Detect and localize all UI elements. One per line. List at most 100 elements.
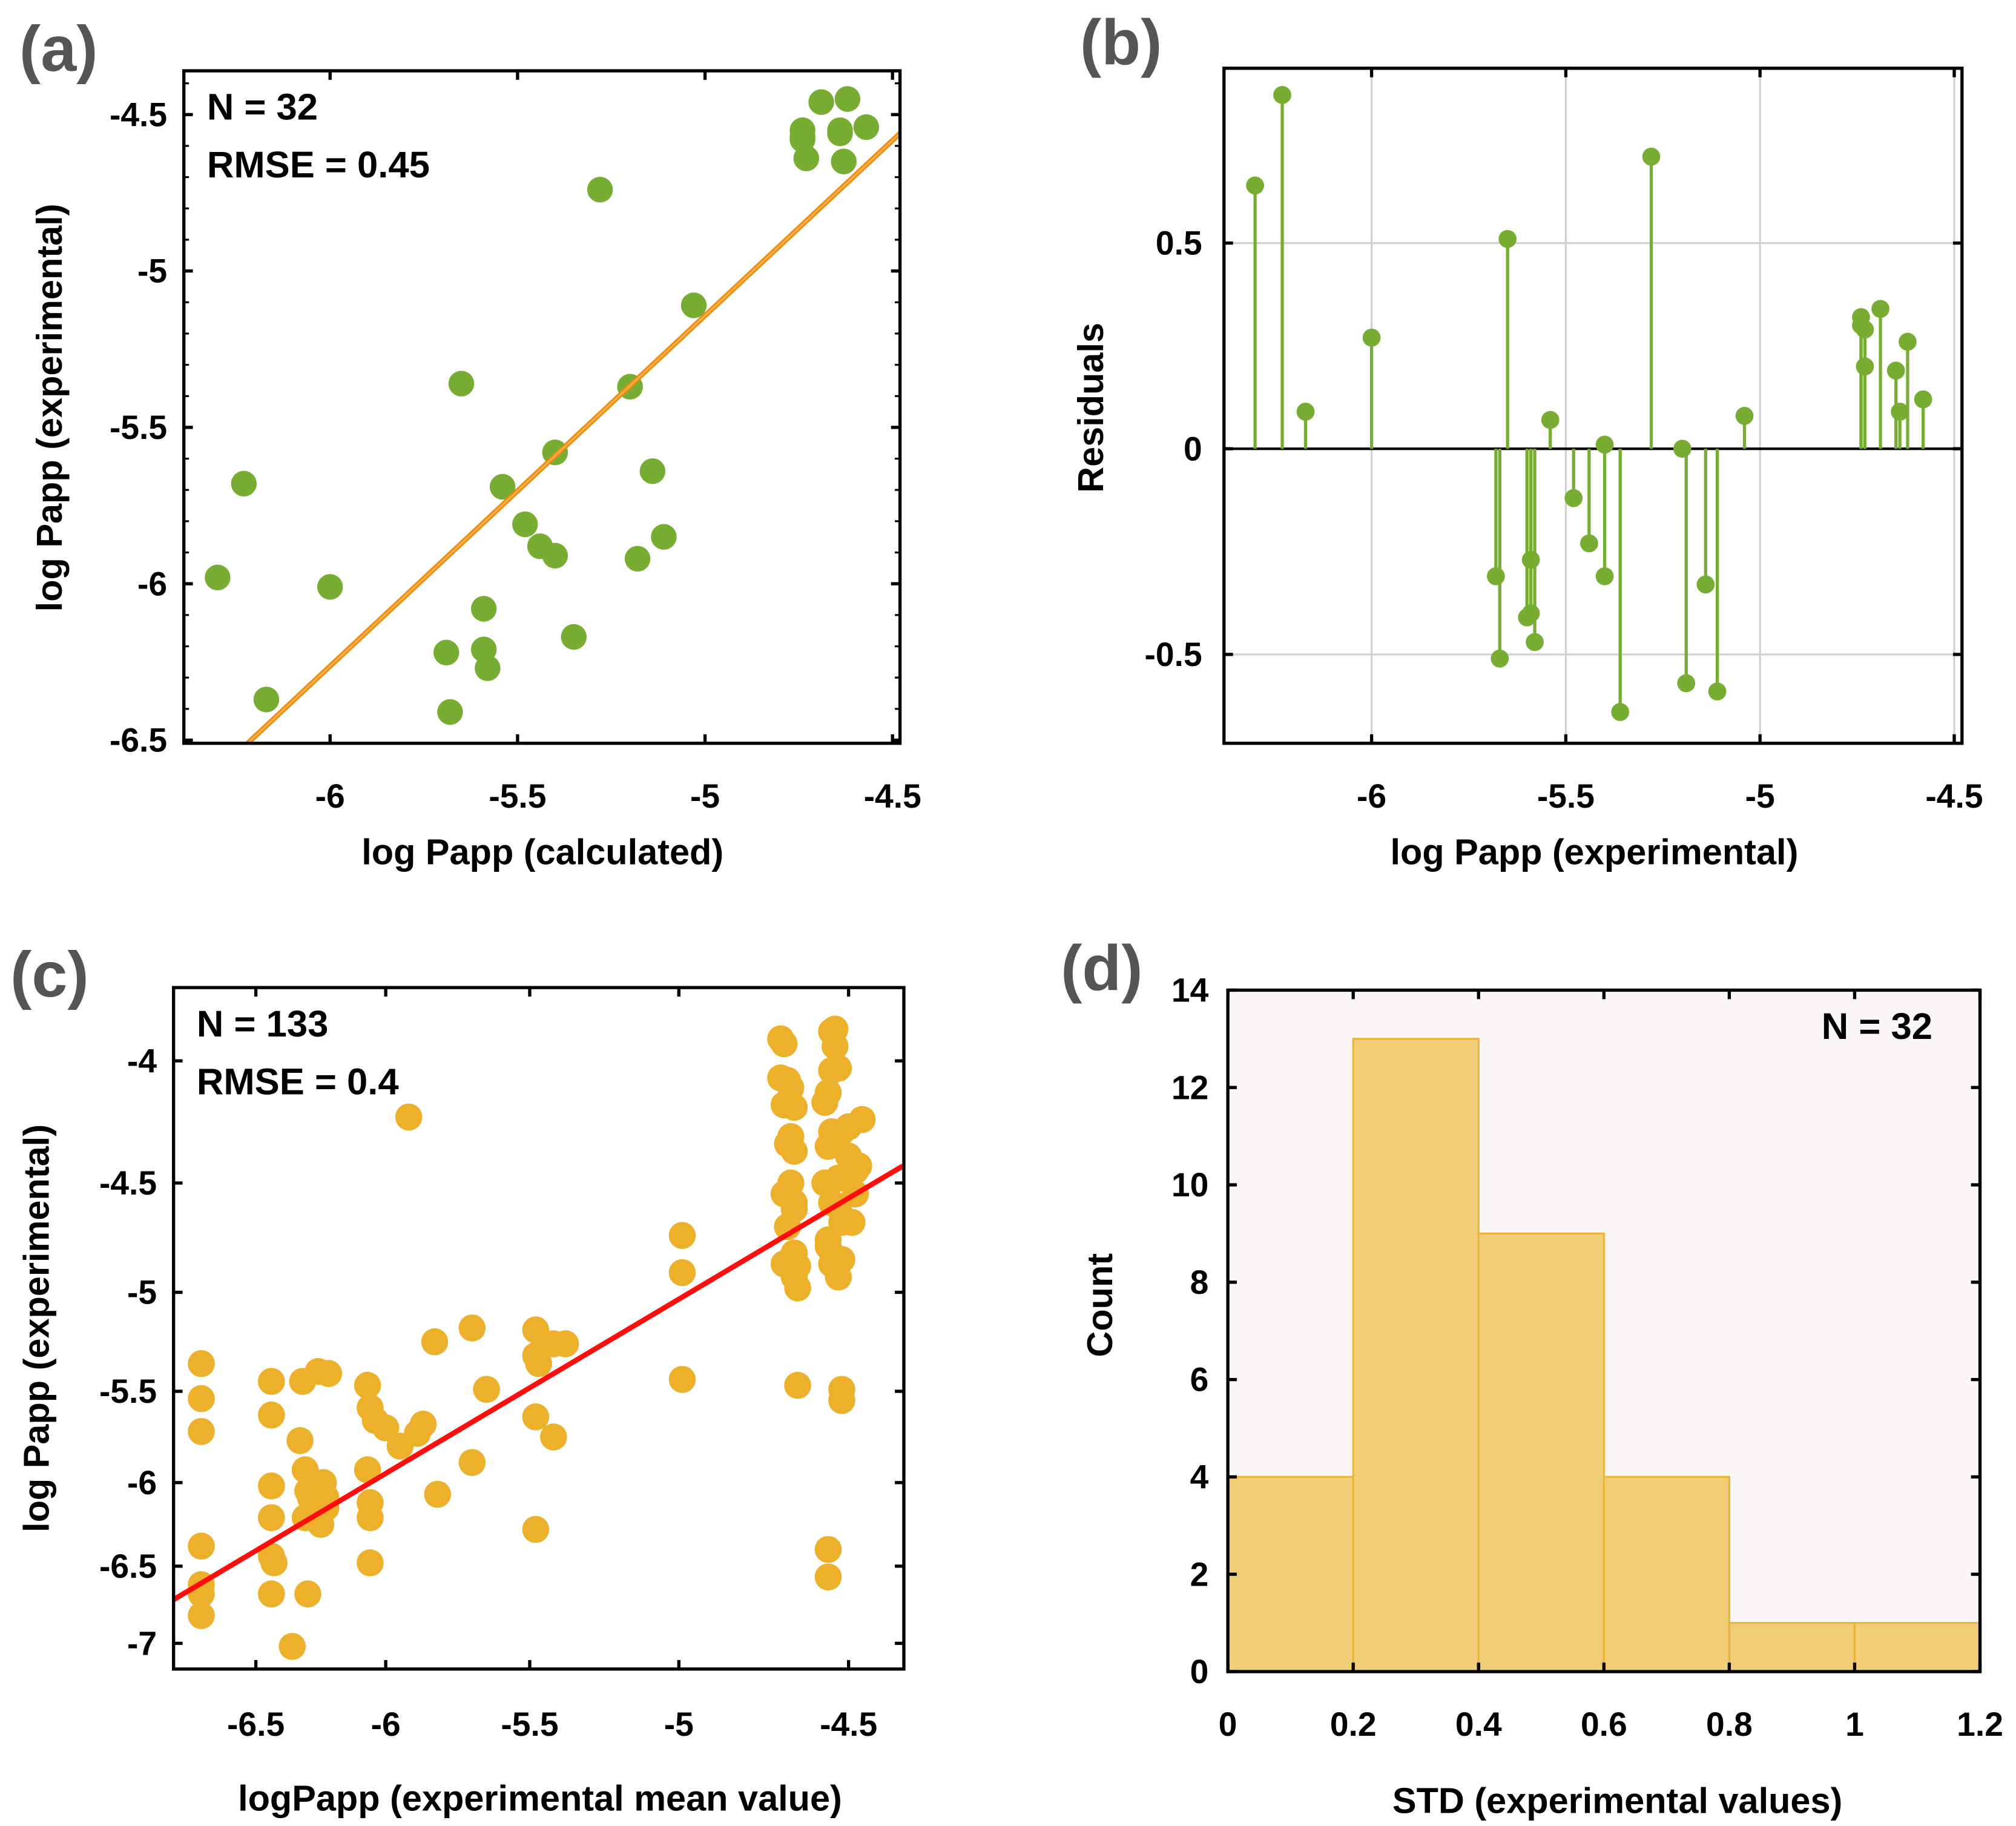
scatter-point: [188, 1350, 215, 1377]
scatter-point: [680, 292, 707, 318]
scatter-point: [409, 1411, 437, 1438]
x-tick-label: 0: [1219, 1706, 1237, 1743]
scatter-point: [789, 124, 815, 150]
scatter-point: [294, 1580, 321, 1608]
stem-marker: [1708, 682, 1727, 700]
scatter-point: [433, 639, 460, 666]
scatter-point: [552, 1330, 579, 1357]
y-tick-label: 6: [1190, 1361, 1209, 1399]
histogram-bar: [1853, 1622, 1980, 1672]
scatter-point: [421, 1328, 449, 1356]
scatter-point: [587, 177, 613, 203]
annotation-rmse: RMSE = 0.4: [197, 1061, 399, 1103]
scatter-point: [814, 1133, 842, 1160]
y-axis-label: log Papp (experimental): [16, 1124, 57, 1532]
y-tick-label: -5.5: [110, 409, 167, 446]
y-tick-label: -6: [127, 1464, 157, 1501]
stem-marker: [1595, 567, 1614, 585]
stem-marker: [1871, 300, 1889, 318]
histogram-bar: [1728, 1622, 1856, 1672]
scatter-point: [639, 458, 666, 484]
scatter-point: [831, 148, 857, 175]
stem-marker: [1521, 604, 1540, 622]
x-tick-label: -4.5: [1925, 777, 1983, 815]
y-tick-label: -4: [127, 1042, 157, 1079]
stem-marker: [1491, 649, 1509, 668]
y-tick-label: 8: [1190, 1264, 1209, 1301]
scatter-point: [793, 145, 820, 171]
x-tick-label: -5.5: [489, 777, 546, 815]
scatter-point: [784, 1371, 811, 1399]
x-axis-label: logPapp (experimental mean value): [238, 1778, 842, 1818]
y-axis-label: log Papp (experimental): [29, 203, 70, 611]
stem-marker: [1891, 403, 1909, 421]
stem-marker: [1673, 440, 1692, 458]
stem-marker: [1696, 575, 1715, 594]
stem-marker: [1362, 328, 1381, 347]
y-tick-label: -6.5: [99, 1547, 157, 1585]
scatter-point: [825, 1164, 852, 1192]
scatter-point: [835, 1113, 862, 1141]
scatter-point: [770, 1030, 798, 1058]
stem-marker: [1886, 361, 1905, 380]
scatter-point: [814, 1535, 842, 1563]
panel-label: (c): [10, 938, 89, 1010]
stem-marker: [1642, 147, 1661, 166]
y-tick-label: -6: [137, 565, 167, 602]
scatter-point: [814, 1563, 842, 1590]
scatter-point: [780, 1093, 808, 1121]
scatter-point: [395, 1103, 423, 1131]
y-tick-label: -4.5: [110, 96, 167, 133]
scatter-point: [828, 1386, 855, 1414]
x-axis-label: log Papp (experimental): [1390, 831, 1798, 872]
scatter-point: [317, 574, 343, 600]
annotation-n: N = 133: [197, 1003, 328, 1045]
scatter-point: [354, 1456, 381, 1483]
panel-label: (b): [1080, 6, 1162, 78]
scatter-point: [188, 1385, 215, 1412]
scatter-point: [825, 1263, 852, 1291]
x-tick-label: -5: [690, 777, 720, 815]
scatter-point: [834, 86, 861, 112]
scatter-point: [372, 1414, 400, 1442]
scatter-point: [668, 1222, 696, 1249]
axes-frame: [1222, 67, 1964, 745]
x-tick-label: -4.5: [864, 777, 921, 815]
scatter-point: [354, 1371, 381, 1399]
stem-marker: [1541, 410, 1560, 429]
scatter-point: [357, 1549, 384, 1577]
scatter-point: [448, 371, 475, 397]
histogram-bar: [1228, 1475, 1354, 1672]
y-tick-label: -6.5: [110, 722, 167, 759]
scatter-point: [522, 1515, 550, 1543]
stem-marker: [1273, 86, 1291, 104]
y-tick-label: -0.5: [1145, 636, 1202, 673]
scatter-point: [258, 1368, 285, 1395]
stem-marker: [1246, 176, 1264, 195]
axes-frame: [172, 986, 906, 1671]
scatter-point: [561, 624, 587, 650]
y-tick-label: -4.5: [99, 1164, 157, 1202]
scatter-point: [315, 1360, 343, 1387]
stem-marker: [1914, 390, 1932, 409]
scatter-point: [205, 564, 231, 591]
scatter-point: [845, 1152, 872, 1180]
y-tick-label: -5: [137, 252, 167, 290]
stem-marker: [1595, 435, 1614, 454]
x-tick-label: -5.5: [501, 1706, 558, 1743]
scatter-point: [853, 114, 880, 140]
plot-area: [173, 1015, 904, 1660]
x-tick-label: 1: [1845, 1706, 1864, 1743]
scatter-point: [260, 1549, 288, 1577]
stem-marker: [1735, 406, 1754, 425]
histogram-bar: [1477, 1232, 1605, 1672]
x-tick-label: 0.4: [1455, 1706, 1502, 1743]
scatter-point: [188, 1532, 215, 1560]
y-tick-label: -5.5: [99, 1373, 157, 1410]
scatter-point: [253, 687, 280, 713]
plot-area: [1228, 1038, 1980, 1672]
scatter-point: [811, 1089, 838, 1116]
scatter-point: [473, 1376, 500, 1403]
axes-frame: [182, 69, 902, 745]
